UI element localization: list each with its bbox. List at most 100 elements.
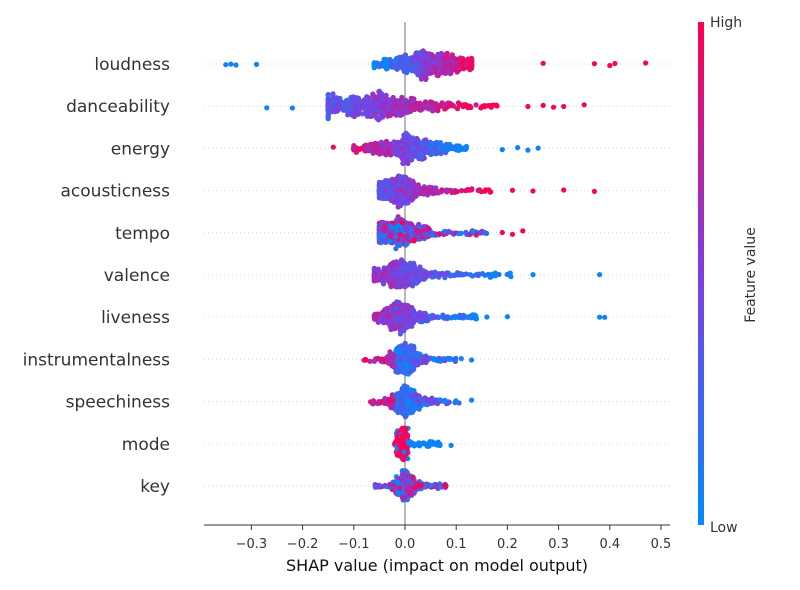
shap-point [425, 52, 432, 58]
shap-point [404, 110, 410, 116]
shap-points [223, 48, 649, 503]
shap-point [385, 275, 391, 281]
shap-point [550, 104, 557, 110]
shap-point [440, 145, 446, 151]
shap-point [373, 313, 379, 320]
shap-point [436, 103, 442, 109]
shap-point [484, 314, 490, 320]
shap-point [473, 316, 479, 322]
shap-point [325, 96, 331, 102]
shap-point [360, 111, 366, 117]
shap-point [398, 259, 405, 265]
shap-point [643, 60, 649, 66]
shap-point [535, 145, 541, 151]
shap-point [496, 271, 502, 278]
shap-point [381, 101, 387, 107]
shap-point [481, 230, 487, 236]
shap-point [419, 313, 425, 319]
shap-point [433, 314, 439, 320]
shap-point [482, 103, 488, 109]
shap-point [396, 106, 403, 112]
shap-point [403, 200, 409, 206]
shap-point [411, 136, 417, 142]
shap-point [520, 228, 526, 234]
shap-point [403, 135, 409, 141]
shap-point [425, 225, 432, 231]
shap-point [385, 313, 391, 319]
shap-point [418, 61, 424, 67]
shap-point [448, 315, 454, 321]
shap-point [335, 108, 341, 114]
feature-row-valence [371, 257, 603, 290]
shap-point [399, 220, 406, 226]
shap-point [408, 275, 414, 282]
shap-point [420, 141, 426, 147]
shap-point [387, 143, 393, 149]
shap-point [253, 61, 260, 67]
shap-point [561, 187, 567, 193]
shap-point [400, 141, 406, 147]
shap-point [444, 355, 450, 362]
shap-point [470, 312, 476, 318]
shap-point [406, 66, 413, 72]
shap-point [397, 331, 403, 337]
shap-point [467, 272, 473, 278]
shap-point [422, 231, 428, 238]
feature-row-liveness [371, 299, 608, 337]
shap-point [591, 188, 598, 194]
shap-point [411, 146, 417, 152]
shap-point [453, 272, 459, 278]
shap-point [228, 61, 234, 67]
shap-point [325, 101, 331, 107]
shap-point [410, 98, 416, 104]
shap-point [442, 59, 448, 65]
shap-point [405, 146, 411, 152]
shap-point [429, 232, 435, 238]
shap-point [597, 314, 603, 320]
shap-point [340, 107, 346, 113]
shap-point [443, 187, 449, 193]
shap-point [430, 53, 437, 60]
shap-point [374, 60, 380, 66]
shap-point [341, 102, 347, 108]
shap-point [450, 144, 456, 150]
shap-point [381, 182, 387, 188]
shap-point [410, 308, 416, 314]
shap-point [371, 94, 377, 100]
shap-point [469, 58, 475, 64]
shap-point [333, 102, 339, 109]
shap-point [347, 98, 353, 104]
shap-point [504, 314, 510, 320]
shap-point [454, 106, 461, 112]
shap-point [391, 139, 397, 145]
shap-point [429, 108, 436, 114]
shap-point [330, 144, 336, 150]
shap-point [392, 315, 398, 321]
shap-point [412, 58, 418, 64]
shap-point [371, 266, 377, 272]
shap-point [456, 147, 462, 153]
feature-row-acousticness [376, 173, 598, 210]
shap-point [330, 107, 336, 113]
shap-point [325, 107, 331, 113]
shap-point [377, 91, 383, 97]
shap-point [436, 53, 442, 59]
shap-point [408, 184, 414, 191]
shap-point [412, 191, 418, 197]
shap-point [354, 95, 360, 101]
shap-point [525, 147, 531, 153]
shap-point [392, 104, 398, 110]
shap-point [380, 195, 386, 202]
shap-point [404, 158, 411, 165]
shap-point [421, 189, 427, 195]
shap-point [289, 105, 295, 111]
shap-point [446, 228, 452, 234]
shap-point [434, 61, 440, 67]
shap-point [530, 188, 536, 194]
shap-point [436, 274, 442, 280]
shap-point [396, 277, 402, 283]
shap-point [389, 267, 395, 273]
shap-point [351, 145, 357, 151]
shap-point [433, 185, 439, 191]
shap-point [391, 191, 397, 197]
